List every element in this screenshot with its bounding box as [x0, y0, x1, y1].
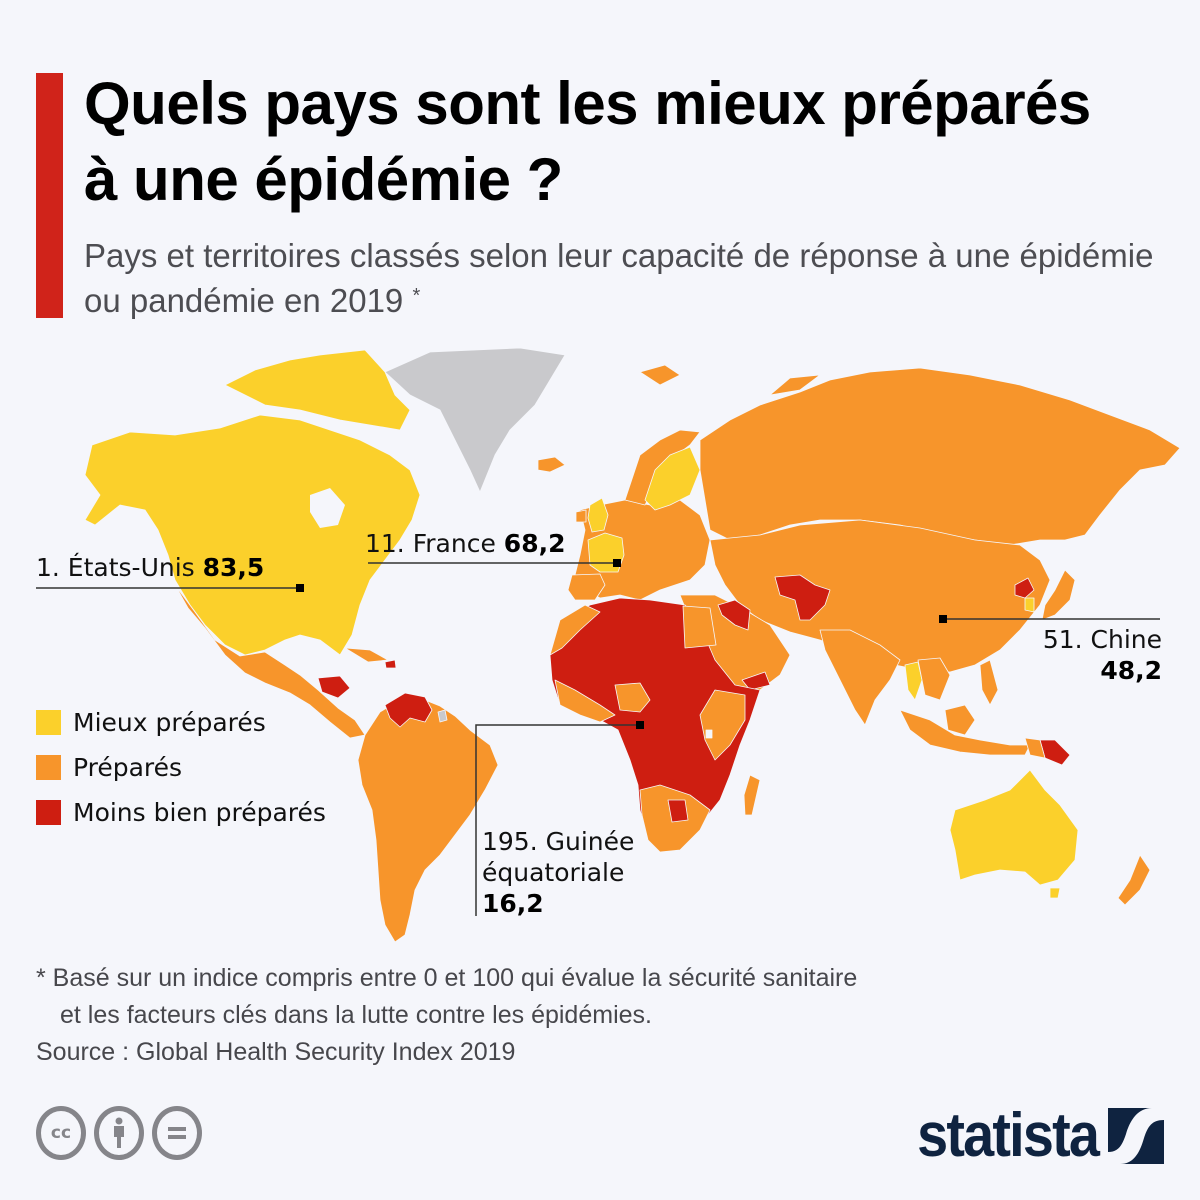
north-korea: [1014, 577, 1035, 599]
borneo: [944, 704, 976, 736]
yemen: [741, 671, 771, 691]
footnote: * Basé sur un indice compris entre 0 et …: [36, 960, 1136, 1071]
callout-equatorial-guinea: 195. Guinée équatoriale 16,2: [482, 826, 634, 919]
callout-usa-label: 1. États-Unis: [36, 553, 195, 582]
statista-wordmark: statista: [917, 1101, 1100, 1170]
callout-china-score: 48,2: [1100, 656, 1162, 685]
legend-label: Moins bien préparés: [73, 798, 326, 827]
north-america-usa-canada: [84, 414, 421, 656]
callout-lines: [36, 562, 1160, 916]
subtitle-text: Pays et territoires classés selon leur c…: [84, 237, 1154, 319]
japan: [1041, 569, 1076, 621]
madagascar: [743, 774, 761, 816]
iceland: [537, 456, 566, 473]
french-guiana: [437, 709, 448, 723]
australia: [949, 769, 1079, 886]
nigeria: [614, 682, 651, 713]
iberia: [567, 573, 606, 601]
legend-swatch-yellow: [36, 710, 61, 735]
tasmania: [1049, 887, 1061, 899]
novaya-zemlya: [769, 374, 821, 396]
callout-france-score: 68,2: [503, 529, 566, 558]
south-america: [357, 697, 499, 943]
callout-china: 51. Chine 48,2: [1043, 624, 1162, 686]
philippines: [979, 659, 999, 706]
west-africa-orange: [554, 679, 616, 723]
legend-item-mieux-prepares: Mieux préparés: [36, 700, 326, 745]
russia: [699, 367, 1181, 546]
cuba: [344, 647, 389, 663]
ireland: [575, 509, 587, 523]
south-korea: [1024, 597, 1035, 613]
egypt: [682, 605, 717, 649]
guatemala-honduras: [317, 675, 351, 699]
united-kingdom: [587, 497, 609, 533]
venezuela: [384, 692, 433, 728]
statista-logo-icon: [1108, 1107, 1164, 1164]
no-derivatives-icon[interactable]: [152, 1106, 202, 1160]
callout-eqg-score: 16,2: [482, 889, 544, 918]
morocco: [549, 604, 601, 656]
footnote-line-1: * Basé sur un indice compris entre 0 et …: [36, 964, 858, 992]
callout-eqg-name: équatoriale: [482, 858, 625, 887]
page-title: Quels pays sont les mieux préparés à une…: [84, 70, 1091, 213]
legend: Mieux préparés Préparés Moins bien prépa…: [36, 700, 326, 835]
legend-item-prepares: Préparés: [36, 745, 326, 790]
subtitle-footnote-marker: *: [412, 285, 421, 307]
greenland: [384, 347, 566, 493]
legend-swatch-orange: [36, 755, 61, 780]
haiti: [384, 659, 397, 669]
callout-usa: 1. États-Unis 83,5: [36, 552, 264, 583]
page-subtitle: Pays et territoires classés selon leur c…: [84, 233, 1164, 323]
footnote-line-2: et les facteurs clés dans la lutte contr…: [60, 1001, 652, 1029]
india: [819, 629, 901, 726]
callout-france-label: 11. France: [365, 529, 496, 558]
indonesia-malaysia: [899, 709, 1031, 756]
new-zealand: [1117, 854, 1151, 906]
statista-logo[interactable]: statista: [897, 1100, 1164, 1171]
license-icons: cc: [36, 1106, 202, 1160]
syria-iraq: [717, 599, 751, 631]
papua-new-guinea: [1039, 739, 1071, 766]
callout-usa-score: 83,5: [202, 553, 265, 582]
attribution-icon[interactable]: [94, 1106, 144, 1160]
callout-china-label: 51. Chine: [1042, 625, 1162, 654]
world-map: [36, 347, 1181, 943]
legend-item-moins-bien-prepares: Moins bien préparés: [36, 790, 326, 835]
callout-eqg-rank: 195. Guinée: [482, 827, 635, 856]
cc-icon[interactable]: cc: [36, 1106, 86, 1160]
callout-markers: [296, 559, 947, 729]
legend-swatch-red: [36, 800, 61, 825]
canada-arctic: [224, 349, 411, 431]
ethiopia-kenya: [699, 689, 746, 761]
svalbard: [639, 364, 681, 386]
botswana: [667, 799, 689, 823]
callout-france: 11. France 68,2: [365, 528, 565, 559]
accent-bar: [36, 73, 63, 318]
legend-label: Mieux préparés: [73, 708, 266, 737]
uganda: [705, 729, 713, 739]
legend-label: Préparés: [73, 753, 183, 782]
thailand: [904, 661, 923, 701]
afghanistan-turkmenistan: [774, 574, 831, 621]
source-line: Source : Global Health Security Index 20…: [36, 1038, 516, 1066]
indochina: [917, 657, 951, 701]
west-papua: [1024, 737, 1046, 759]
